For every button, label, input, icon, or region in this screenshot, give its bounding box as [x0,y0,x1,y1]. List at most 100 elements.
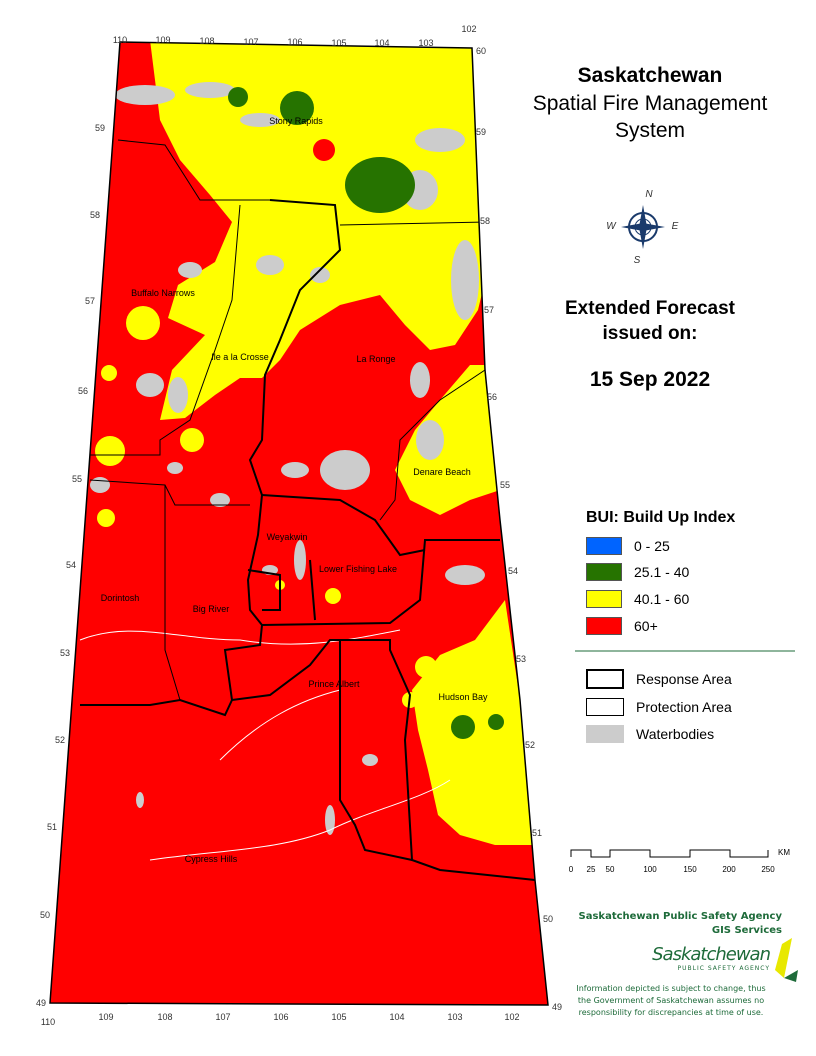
bui-60plus-spot [313,139,335,161]
protection-area-boundaries [89,139,486,701]
latitude-labels: 60 59 59 58 58 57 57 56 56 55 55 54 54 53 53 52… [36,46,562,1012]
forecast-date: 15 Sep 2022 [589,368,711,391]
map-label: 106 [273,1012,288,1022]
map-label: 109 [98,1012,113,1022]
bui-40-60-zone-east [395,365,500,515]
legend-item-40-60: 40.1 - 60 [586,589,689,609]
map-label: 25 [587,865,596,874]
map-label: 56 [78,386,88,396]
legend-label: 25.1 - 40 [634,564,690,580]
title-line1: Saskatchewan [577,64,723,87]
compass-rose: N E S W [606,189,678,266]
map-label: 59 [476,127,486,137]
map-label: 52 [525,740,535,750]
map-label: 105 [331,1012,346,1022]
map-label: 53 [516,654,526,664]
map-label: 102 [504,1012,519,1022]
legend-waterbodies: Waterbodies [586,724,714,744]
map-label: 103 [447,1012,462,1022]
map-label: 49 [552,1002,562,1012]
map-label: 110 [113,35,127,45]
title-line2: Spatial Fire Management System [490,90,810,144]
bui-25-40-zones [228,87,504,739]
legend-label: Waterbodies [636,726,715,742]
map-label: KM [778,848,790,857]
spsa-logo-mark [775,938,798,982]
map-label: 107 [215,1012,230,1022]
forecast-line2: issued on: [602,323,698,344]
title-line3: System [614,119,685,142]
label-stony-rapids: Stony Rapids [269,116,323,126]
map-label: 57 [85,296,95,306]
logo-text: Saskatchewan [652,944,771,965]
map-label: 104 [389,1012,404,1022]
label-buffalo-narrows: Buffalo Narrows [131,288,195,298]
map-label: N [645,189,653,200]
map-label: 100 [643,865,657,874]
map-label: 50 [606,865,615,874]
map-label: 51 [47,822,57,832]
label-ile-a-la-crosse: Ile a la Crosse [211,352,269,362]
legend-title: BUI: Build Up Index [586,509,736,526]
credits-block: Saskatchewan Public Safety Agency GIS Se… [530,910,812,1019]
place-labels: Stony Rapids Buffalo Narrows Ile a la Cr… [101,116,488,864]
title-line2-text: Spatial Fire Management [532,92,768,115]
forecast-heading: Extended Forecast issued on: [520,296,780,346]
legend-label: 60+ [634,618,658,634]
legend-label: Response Area [636,671,732,687]
legend-item-25-40: 25.1 - 40 [586,562,689,582]
legend-label: 40.1 - 60 [634,591,690,607]
forecast-line1: Extended Forecast [565,298,735,319]
map-label: 250 [761,865,775,874]
credit-agency: Saskatchewan Public Safety Agency [578,911,782,922]
bui-40-60-spots [95,306,474,708]
legend-swatch [586,590,622,608]
map-label: 200 [722,865,736,874]
legend-swatch [586,698,624,716]
map-label: 49 [36,998,46,1008]
label-la-ronge: La Ronge [356,354,395,364]
map-label: 150 [683,865,697,874]
map-label: 50 [40,910,50,920]
map-label: 59 [95,123,105,133]
map-label: 56 [487,392,497,402]
map-label: 108 [157,1012,172,1022]
label-prince-albert: Prince Albert [308,679,360,689]
map-label: S [634,255,641,266]
logo-subtext: PUBLIC SAFETY AGENCY [677,965,770,972]
map-label: 60 [476,46,486,56]
map-label: 110 [41,1017,55,1027]
map-label: 105 [331,38,346,48]
map-label: 53 [60,648,70,658]
disclaimer: Information depicted is subject to chang… [576,983,765,1019]
map-label: 58 [480,216,490,226]
disclaimer-line: the Government of Saskatchewan assumes n… [577,996,765,1005]
label-hudson-bay: Hudson Bay [438,692,488,702]
label-cypress-hills: Cypress Hills [185,854,238,864]
map-label: 52 [55,735,65,745]
legend-swatch [586,563,622,581]
label-dorintosh: Dorintosh [101,593,140,603]
province-outline [49,41,549,1006]
map-label: 104 [374,38,389,48]
legend-item-0-25: 0 - 25 [586,536,670,556]
map-label: 0 [569,865,574,874]
map-label: 54 [66,560,76,570]
map-label: E [672,221,679,232]
label-lower-fishing-lake: Lower Fishing Lake [319,564,397,574]
map-label: 58 [90,210,100,220]
credit-dept: GIS Services [711,925,782,936]
label-denare-beach: Denare Beach [413,467,471,477]
map-label: 50 [543,914,553,924]
waterbodies [90,82,485,835]
map-label: 108 [199,36,214,46]
label-big-river: Big River [193,604,230,614]
legend-swatch [586,725,624,743]
legend-protection-area: Protection Area [586,697,732,717]
map-label: 51 [532,828,542,838]
legend-label: Protection Area [636,699,732,715]
map-label: 103 [418,38,433,48]
rivers [79,629,451,861]
